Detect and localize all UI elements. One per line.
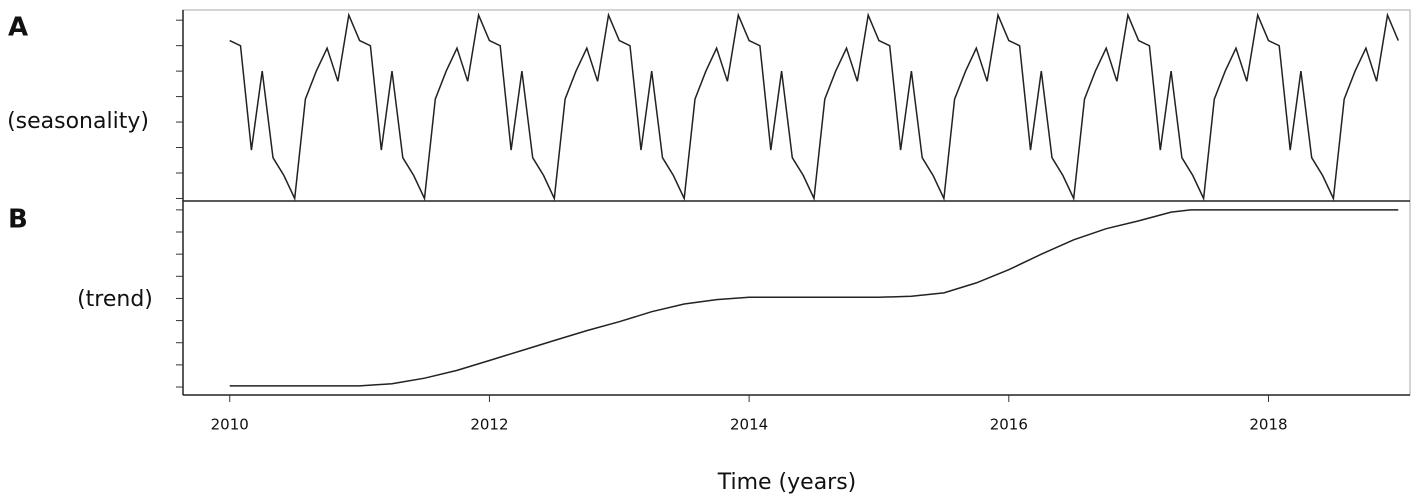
y-axis-label: (seasonality)	[7, 109, 149, 134]
data-line	[229, 12, 1399, 202]
panel-label: A	[8, 13, 28, 43]
data-line	[229, 209, 1399, 387]
x-tick-label: 2012	[470, 416, 508, 434]
x-tick-label: 2018	[1249, 416, 1287, 434]
panel-label: B	[8, 205, 28, 235]
x-axis-label: Time (years)	[717, 470, 857, 495]
y-axis-label: (trend)	[77, 287, 153, 312]
x-tick-label: 2010	[211, 416, 249, 434]
x-tick-label: 2014	[730, 416, 768, 434]
x-tick-label: 2016	[990, 416, 1028, 434]
